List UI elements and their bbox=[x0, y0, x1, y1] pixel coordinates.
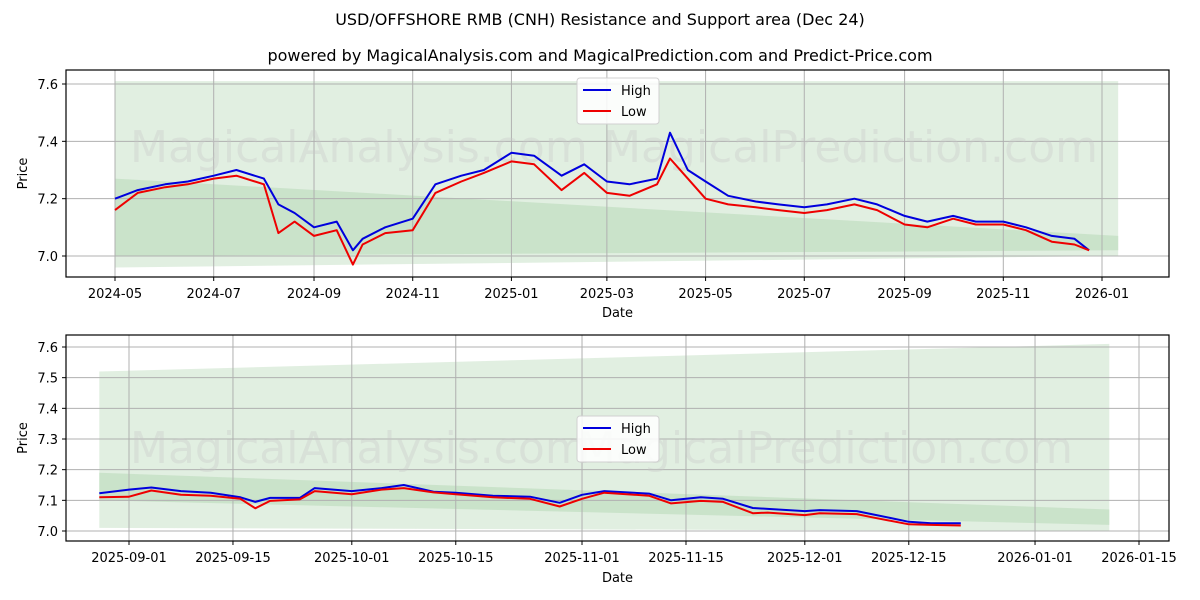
x-tick-label: 2025-05 bbox=[678, 287, 732, 302]
y-tick-label: 7.3 bbox=[37, 433, 58, 448]
y-tick-label: 7.4 bbox=[37, 402, 58, 417]
legend: High Low bbox=[576, 77, 660, 125]
y-tick-label: 7.5 bbox=[37, 372, 58, 387]
x-tick-label: 2025-09-01 bbox=[91, 551, 167, 566]
y-tick-label: 7.2 bbox=[37, 193, 58, 208]
legend: High Low bbox=[576, 415, 660, 463]
x-tick-label: 2025-10-15 bbox=[418, 551, 494, 566]
x-tick-label: 2025-11 bbox=[976, 287, 1030, 302]
x-axis-label: Date bbox=[602, 571, 633, 586]
x-tick-label: 2025-11-01 bbox=[544, 551, 620, 566]
y-axis-label: Price bbox=[16, 422, 31, 454]
high-line bbox=[99, 484, 961, 525]
x-tick-label: 2025-09 bbox=[877, 287, 931, 302]
x-tick-label: 2024-11 bbox=[386, 287, 440, 302]
axes-frame bbox=[65, 69, 1170, 278]
band-gap bbox=[115, 121, 658, 168]
y-tick-label: 7.6 bbox=[37, 78, 58, 93]
x-tick-label: 2025-01 bbox=[484, 287, 538, 302]
high-line bbox=[114, 131, 1090, 252]
y-tick-label: 7.1 bbox=[37, 494, 58, 509]
low-line bbox=[114, 157, 1090, 266]
x-tick-label: 2025-09-15 bbox=[195, 551, 271, 566]
x-tick-label: 2025-10-01 bbox=[314, 551, 390, 566]
watermark: MagicalAnalysis.com bbox=[130, 423, 588, 474]
legend-label: High bbox=[621, 422, 651, 437]
x-tick-label: 2026-01 bbox=[1075, 287, 1129, 302]
x-tick-label: 2024-09 bbox=[287, 287, 341, 302]
x-tick-label: 2025-11-15 bbox=[648, 551, 724, 566]
y-tick-label: 7.6 bbox=[37, 341, 58, 356]
low-line bbox=[99, 487, 961, 527]
legend-label: High bbox=[621, 84, 651, 99]
y-tick-label: 7.0 bbox=[37, 525, 58, 540]
chart-title: USD/OFFSHORE RMB (CNH) Resistance and Su… bbox=[335, 10, 865, 29]
x-tick-label: 2025-12-15 bbox=[871, 551, 947, 566]
x-tick-label: 2024-05 bbox=[88, 287, 142, 302]
y-axis-label: Price bbox=[16, 158, 31, 190]
chart-panel-2: MagicalAnalysis.comMagicalPrediction.com… bbox=[16, 334, 1177, 586]
watermark: MagicalAnalysis.com bbox=[130, 122, 588, 173]
grid bbox=[66, 335, 1169, 541]
chart-panel-1: MagicalAnalysis.com MagicalPrediction.com… bbox=[16, 69, 1170, 321]
x-tick-label: 2026-01-01 bbox=[997, 551, 1073, 566]
axes-frame bbox=[65, 334, 1170, 542]
watermark: MagicalPrediction.com bbox=[578, 423, 1073, 474]
x-tick-label: 2025-12-01 bbox=[767, 551, 843, 566]
x-tick-label: 2024-07 bbox=[187, 287, 241, 302]
chart-subtitle: powered by MagicalAnalysis.com and Magic… bbox=[267, 46, 933, 65]
legend-label: Low bbox=[621, 105, 647, 120]
y-tick-label: 7.2 bbox=[37, 464, 58, 479]
x-tick-label: 2026-01-15 bbox=[1101, 551, 1177, 566]
x-tick-label: 2025-03 bbox=[580, 287, 634, 302]
y-tick-label: 7.4 bbox=[37, 135, 58, 150]
y-tick-label: 7.0 bbox=[37, 250, 58, 265]
legend-label: Low bbox=[621, 443, 647, 458]
x-tick-label: 2025-07 bbox=[777, 287, 831, 302]
x-axis-label: Date bbox=[602, 306, 633, 321]
